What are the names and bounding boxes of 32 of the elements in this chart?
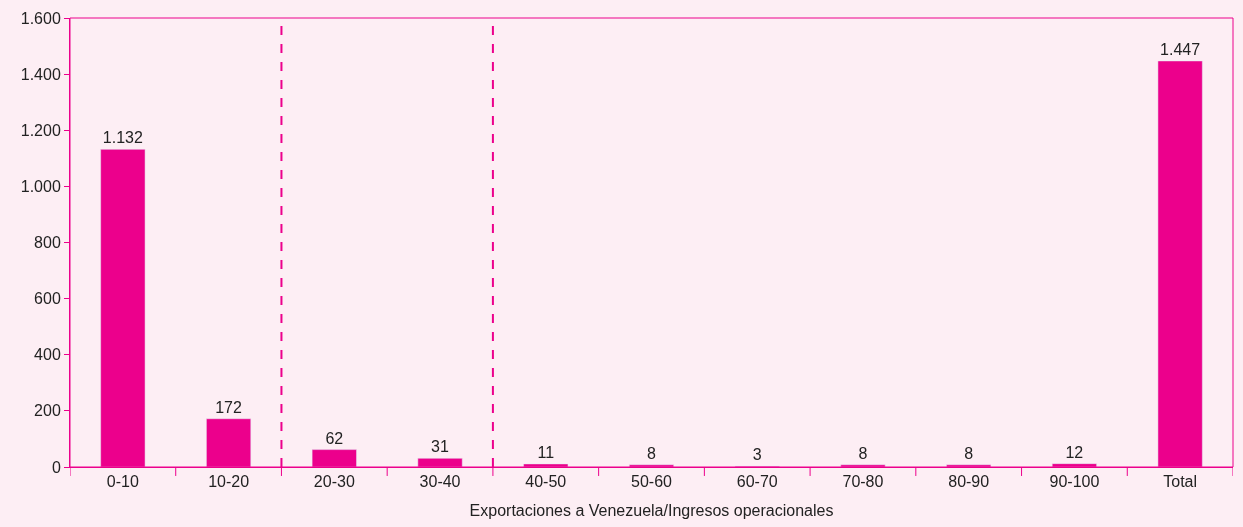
y-tick-label: 1.600 <box>20 9 61 27</box>
x-tick-label: 70-80 <box>842 473 884 491</box>
x-tick-label: Total <box>1163 473 1198 491</box>
y-tick-label: 0 <box>51 458 61 476</box>
data-label: 3 <box>752 446 762 464</box>
y-tick-label: 200 <box>34 402 61 420</box>
data-label: 1.447 <box>1160 40 1201 58</box>
y-tick-label: 1.200 <box>20 121 61 139</box>
x-tick-label: 30-40 <box>419 473 461 491</box>
data-label: 172 <box>215 398 242 416</box>
x-tick-label: 50-60 <box>631 473 673 491</box>
data-label: 11 <box>537 443 555 461</box>
x-tick-label: 90-100 <box>1049 473 1100 491</box>
y-tick-label: 1.400 <box>20 65 61 83</box>
data-label: 12 <box>1065 443 1084 461</box>
x-tick-label: 20-30 <box>313 473 355 491</box>
x-tick-label: 40-50 <box>525 473 567 491</box>
data-label: 62 <box>325 429 344 447</box>
data-label: 8 <box>647 444 656 462</box>
y-tick-label: 600 <box>34 290 61 308</box>
x-tick-label: 60-70 <box>736 473 778 491</box>
data-label: 8 <box>964 444 974 462</box>
data-label: 1.132 <box>102 129 143 147</box>
y-tick-label: 800 <box>34 234 61 252</box>
x-tick-label: 10-20 <box>208 473 250 491</box>
y-tick-label: 400 <box>34 346 61 364</box>
y-tick-label: 1.000 <box>20 177 61 195</box>
x-tick-label: 80-90 <box>948 473 990 491</box>
data-label: 8 <box>858 444 868 462</box>
x-tick-label: 0-10 <box>106 473 139 491</box>
data-label: 31 <box>431 438 449 456</box>
x-axis-title: Exportaciones a Venezuela/Ingresos operacionales <box>469 501 834 519</box>
